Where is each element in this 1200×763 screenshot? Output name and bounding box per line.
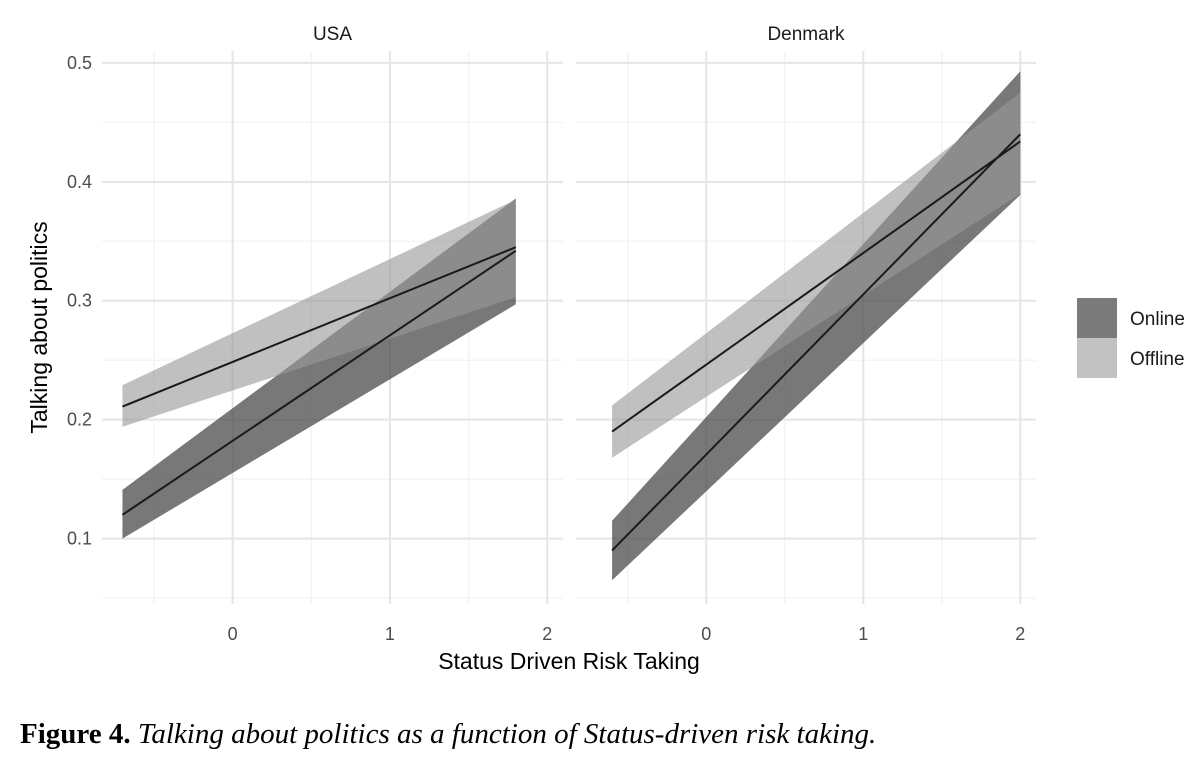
legend-key-offline	[1077, 338, 1117, 378]
fit-line-online-denmark	[611, 133, 1022, 552]
panel-usa: USA 0 1 2	[102, 24, 563, 644]
legend-label-offline: Offline	[1130, 349, 1185, 370]
y-tick-label: 0.1	[67, 529, 92, 549]
x-tick-label: 1	[858, 624, 868, 644]
y-axis-title: Talking about politics	[26, 221, 52, 433]
confidence-band-offline-usa	[122, 199, 516, 427]
x-tick-label: 1	[385, 624, 395, 644]
x-axis-title: Status Driven Risk Taking	[438, 648, 700, 674]
x-tick-label: 0	[701, 624, 711, 644]
legend-label-online: Online	[1130, 309, 1185, 330]
y-tick-label: 0.2	[67, 410, 92, 430]
y-tick-label: 0.5	[67, 53, 92, 73]
y-tick-label: 0.3	[67, 291, 92, 311]
panel-title-usa: USA	[313, 24, 352, 45]
fit-line-online-usa	[121, 249, 517, 516]
panel-denmark: Denmark 0 1 2	[576, 24, 1036, 644]
figure-caption-label: Figure 4.	[20, 718, 131, 750]
x-tick-label: 0	[228, 624, 238, 644]
figure-caption: Figure 4. Talking about politics as a fu…	[20, 718, 1180, 751]
figure-caption-text: Talking about politics as a function of …	[137, 718, 877, 750]
x-tick-label: 2	[1015, 624, 1025, 644]
y-tick-label: 0.4	[67, 172, 92, 192]
x-tick-label: 2	[542, 624, 552, 644]
panel-title-denmark: Denmark	[767, 24, 845, 45]
fit-line-offline-usa	[122, 246, 517, 408]
confidence-band-offline-denmark	[612, 92, 1021, 458]
fit-line-offline-denmark	[611, 140, 1021, 433]
y-axis-tick-labels: 0.1 0.2 0.3 0.4 0.5	[67, 53, 92, 549]
legend: Online Offline	[1077, 298, 1185, 378]
legend-key-online	[1077, 298, 1117, 338]
